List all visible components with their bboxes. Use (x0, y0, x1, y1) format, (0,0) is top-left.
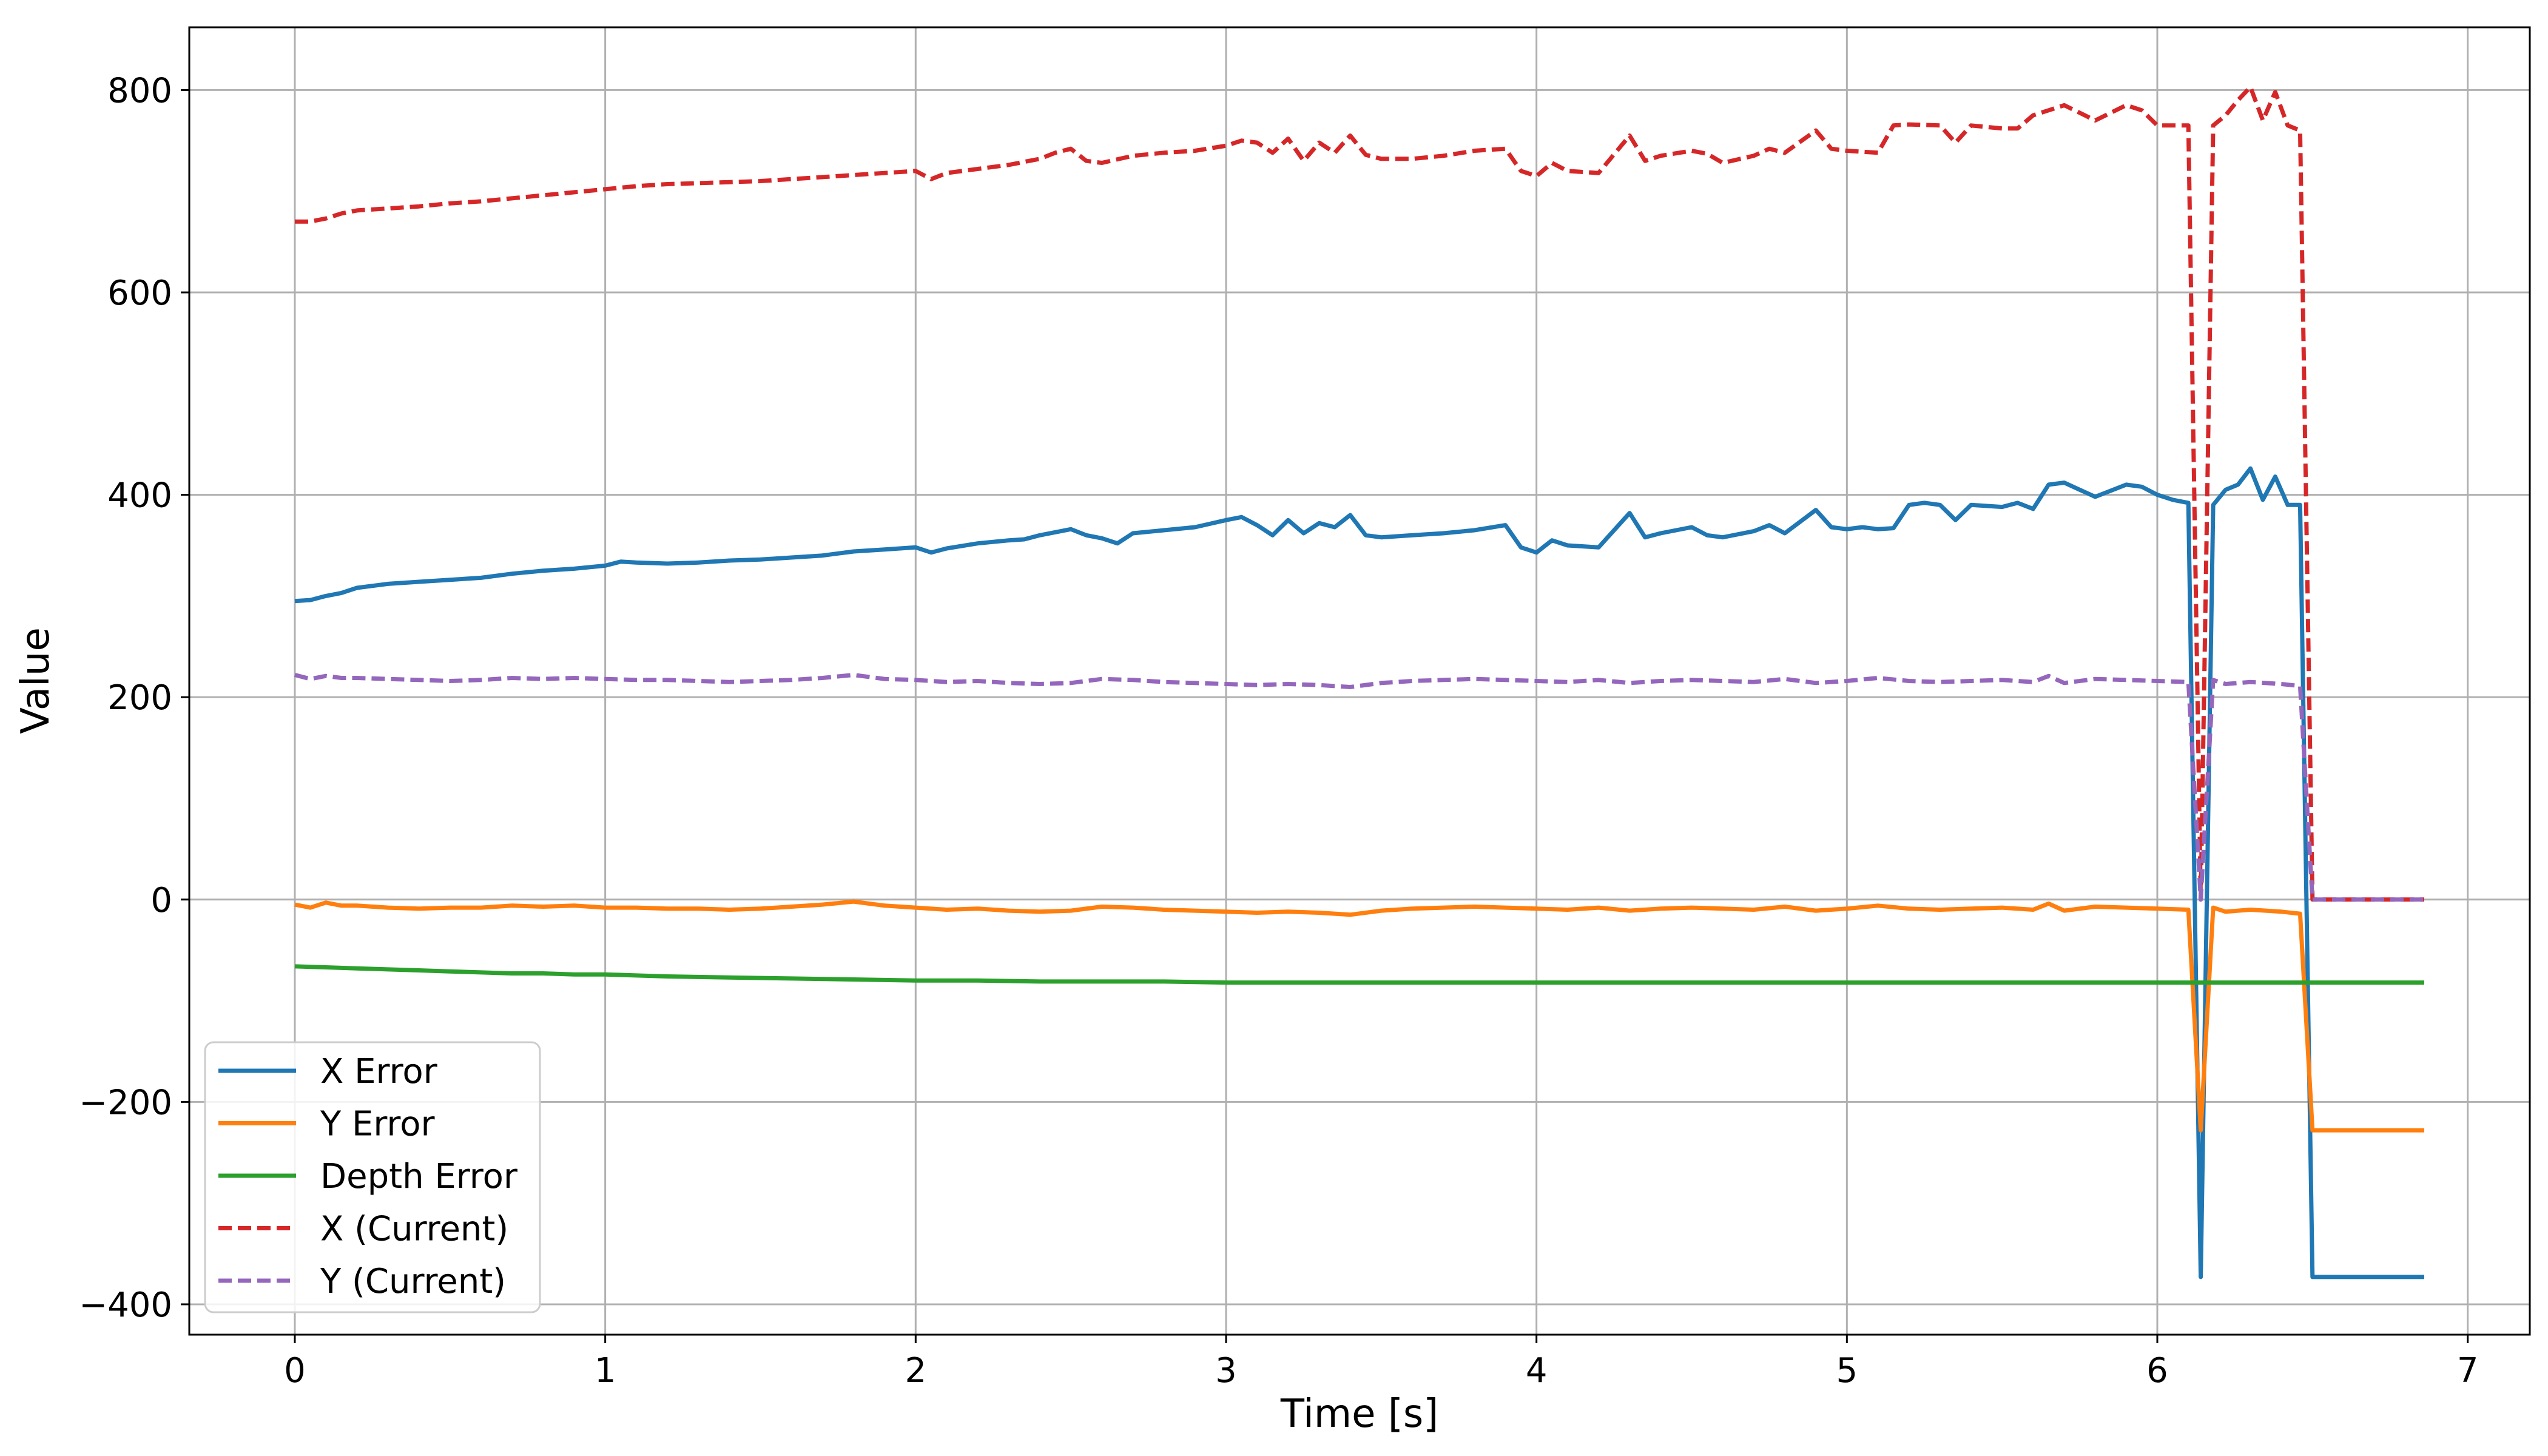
series-line-3 (295, 84, 2424, 902)
legend-label-2: Depth Error (320, 1157, 518, 1196)
y-tick-label: −200 (79, 1083, 172, 1122)
x-tick-label: 5 (1836, 1351, 1858, 1390)
legend: X Error Y Error Depth Error X (Current) Y (C… (204, 1041, 541, 1313)
legend-label-4: Y (Current) (320, 1262, 506, 1301)
legend-box (204, 1041, 541, 1313)
x-tick-label: 4 (1526, 1351, 1548, 1390)
y-tick-label: 200 (107, 678, 172, 718)
series-line-0 (294, 466, 2424, 1279)
series-line-4 (294, 673, 2424, 902)
y-tick-label: 400 (107, 476, 172, 516)
x-tick-label: 7 (2457, 1351, 2479, 1390)
series-lines (294, 84, 2424, 1279)
plot-frame (188, 26, 2531, 1336)
y-tick-label: 0 (150, 881, 172, 920)
x-tick-label: 2 (905, 1351, 926, 1390)
x-tick-label: 0 (284, 1351, 306, 1390)
legend-label-0: X Error (320, 1052, 438, 1091)
series-line-1 (294, 899, 2424, 1133)
x-tick-label: 3 (1215, 1351, 1237, 1390)
y-axis-label: Value (13, 627, 58, 734)
y-tick-label: −400 (79, 1286, 172, 1325)
x-axis-label: Time [s] (1280, 1392, 1438, 1437)
legend-label-1: Y Error (320, 1105, 435, 1144)
series-line-2 (294, 964, 2424, 985)
x-tick-label: 1 (595, 1351, 616, 1390)
axis-ticks: 0 1 2 3 4 5 6 7 −400 −200 0 200 400 600 800 (79, 71, 2478, 1390)
x-tick-label: 6 (2146, 1351, 2168, 1390)
legend-label-3: X (Current) (320, 1210, 508, 1249)
y-tick-label: 800 (107, 71, 172, 110)
y-tick-label: 600 (107, 274, 172, 313)
